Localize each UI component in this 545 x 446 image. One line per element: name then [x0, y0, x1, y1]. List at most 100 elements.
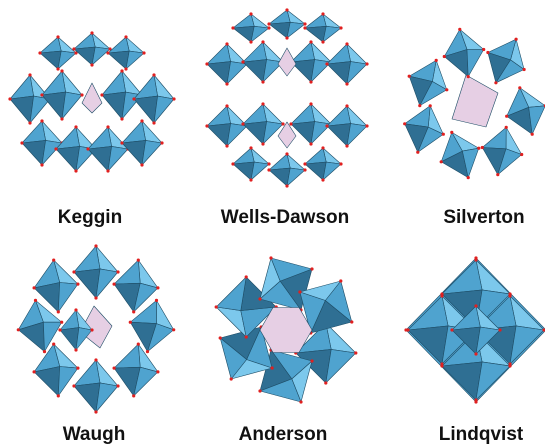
octahedron-face	[268, 167, 291, 187]
octahedron-face	[43, 321, 63, 352]
octahedron-face	[325, 349, 357, 384]
oxygen-vertex	[90, 328, 94, 332]
oxygen-vertex	[482, 47, 486, 52]
oxygen-vertex	[321, 146, 325, 150]
oxygen-vertex	[269, 256, 273, 260]
oxygen-vertex	[58, 328, 62, 332]
oxygen-vertex	[136, 342, 140, 346]
octahedron-face	[242, 41, 267, 63]
oxygen-vertex	[76, 366, 80, 370]
oxygen-vertex	[403, 122, 407, 126]
panel-wells-dawson-structure	[205, 8, 369, 188]
octahedron-face	[290, 41, 315, 63]
octahedron-face	[475, 361, 511, 401]
label-anderson: Anderson	[238, 424, 328, 445]
oxygen-vertex	[60, 69, 64, 73]
octahedron-face	[206, 123, 231, 147]
oxygen-vertex	[339, 162, 343, 166]
oxygen-vertex	[52, 258, 56, 262]
oxygen-vertex	[60, 320, 64, 324]
oxygen-vertex	[28, 121, 32, 125]
oxygen-vertex	[56, 35, 60, 39]
oxygen-vertex	[339, 26, 343, 30]
octahedron-face	[304, 147, 327, 165]
octahedron-face	[57, 50, 77, 70]
oxygen-vertex	[112, 366, 116, 370]
octahedron-face	[290, 121, 315, 145]
oxygen-vertex	[299, 400, 303, 404]
oxygen-vertex	[74, 348, 78, 352]
label-waugh: Waugh	[62, 424, 126, 445]
oxygen-vertex	[225, 42, 229, 46]
octahedron-face	[286, 21, 306, 39]
octahedron-face	[322, 161, 342, 181]
octahedron-face	[91, 46, 111, 66]
octahedron-face	[497, 148, 523, 175]
octahedron-face	[57, 366, 79, 397]
oxygen-vertex	[303, 22, 307, 26]
octahedron-face	[73, 32, 96, 50]
oxygen-vertex	[261, 80, 265, 84]
oxygen-vertex	[508, 364, 512, 368]
octahedron-face	[95, 382, 119, 413]
octahedron-face	[441, 361, 483, 401]
octahedron-face	[101, 70, 126, 96]
octahedron-face	[326, 105, 351, 127]
oxygen-vertex	[40, 93, 44, 97]
octahedron-face	[9, 95, 34, 124]
oxygen-vertex	[474, 400, 478, 404]
oxygen-vertex	[86, 147, 90, 151]
octahedron-face	[270, 257, 313, 282]
oxygen-vertex	[40, 163, 44, 167]
octahedron-face	[528, 105, 545, 135]
oxygen-vertex	[365, 124, 369, 128]
octahedron-face	[495, 59, 525, 84]
oxygen-vertex	[124, 35, 128, 39]
octahedron-face	[475, 326, 501, 355]
octahedron-face	[462, 147, 480, 178]
octahedron-face	[133, 366, 159, 397]
heteroatom-polyhedron	[81, 82, 103, 114]
oxygen-vertex	[434, 58, 438, 63]
oxygen-vertex	[112, 282, 116, 286]
panel-anderson-structure	[214, 256, 358, 404]
octahedron-face	[73, 359, 101, 387]
octahedron-face	[57, 282, 79, 313]
oxygen-vertex	[52, 342, 56, 346]
oxygen-vertex	[345, 82, 349, 86]
oxygen-vertex	[249, 178, 253, 182]
oxygen-vertex	[225, 144, 229, 148]
oxygen-vertex	[28, 73, 32, 77]
oxygen-vertex	[145, 350, 150, 354]
octahedron-face	[219, 337, 247, 380]
label-lindqvist: Lindqvist	[438, 424, 524, 445]
octahedron-face	[232, 13, 255, 29]
oxygen-vertex	[310, 359, 314, 363]
octahedron-face	[232, 25, 255, 43]
oxygen-vertex	[231, 26, 235, 30]
oxygen-vertex	[60, 117, 64, 121]
octahedron-face	[206, 105, 231, 127]
oxygen-vertex	[258, 389, 262, 393]
oxygen-vertex	[38, 51, 42, 55]
octahedron-face	[250, 161, 270, 181]
oxygen-vertex	[518, 86, 522, 90]
octahedron-face	[419, 81, 448, 106]
oxygen-vertex	[140, 163, 144, 167]
heteroatom-polyhedron	[277, 47, 297, 77]
octahedron-face	[107, 50, 130, 70]
octahedron-face	[242, 103, 267, 125]
oxygen-vertex	[496, 173, 500, 177]
oxygen-vertex	[505, 114, 509, 118]
oxygen-vertex	[16, 328, 20, 332]
octahedron-face	[242, 59, 267, 83]
oxygen-vertex	[56, 67, 60, 71]
octahedron-face	[268, 21, 291, 39]
octahedron-face	[33, 366, 61, 397]
oxygen-vertex	[520, 152, 524, 157]
oxygen-vertex	[474, 304, 478, 308]
oxygen-vertex	[154, 298, 159, 302]
oxygen-vertex	[350, 320, 354, 324]
oxygen-vertex	[94, 358, 98, 362]
oxygen-vertex	[249, 40, 253, 44]
